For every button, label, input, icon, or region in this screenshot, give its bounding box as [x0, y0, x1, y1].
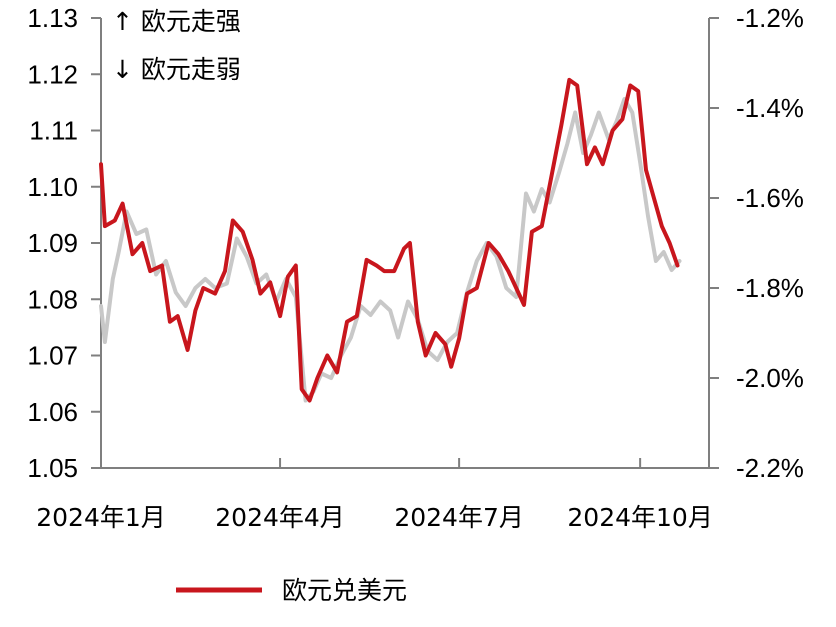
y-right-tick-label: -1.2%: [736, 3, 804, 33]
x-tick-marks: [100, 458, 642, 468]
y-right-tick-marks: [709, 17, 719, 469]
y-left-tick-label: 1.11: [29, 116, 78, 146]
y-left-tick-labels: 1.05 1.06 1.07 1.08 1.09 1.10 1.11 1.12 1.13: [27, 3, 78, 483]
y-left-tick-label: 1.10: [27, 172, 78, 202]
series-layer: [99, 77, 682, 403]
x-tick-label: 2024年7月: [394, 503, 524, 532]
y-left-tick-label: 1.09: [27, 228, 78, 258]
x-tick-label: 2024年1月: [36, 503, 166, 532]
y-left-tick-label: 1.06: [27, 397, 78, 427]
x-tick-labels: 2024年1月 2024年4月 2024年7月 2024年10月: [36, 503, 713, 532]
y-left-tick-marks: [91, 17, 101, 469]
y-left-tick-label: 1.13: [27, 3, 78, 33]
y-right-tick-label: -2.2%: [736, 453, 804, 483]
series-line-eurusd: [99, 77, 680, 403]
y-right-tick-label: -1.4%: [736, 93, 804, 123]
y-right-tick-label: -1.6%: [736, 183, 804, 213]
x-tick-label: 2024年10月: [567, 503, 712, 532]
legend: 欧元兑美元: [176, 576, 407, 605]
annotation-euro-weaker: ↓ 欧元走弱: [112, 55, 241, 84]
axes: [100, 18, 710, 469]
legend-label-eurusd: 欧元兑美元: [282, 576, 407, 605]
y-right-tick-labels: -2.2% -2.0% -1.8% -1.6% -1.4% -1.2%: [736, 3, 804, 483]
y-left-tick-label: 1.12: [27, 59, 78, 89]
y-left-tick-label: 1.05: [27, 453, 78, 483]
series-line-right-axis: [99, 97, 682, 403]
y-right-tick-label: -1.8%: [736, 273, 804, 303]
y-left-tick-label: 1.08: [27, 284, 78, 314]
y-right-tick-label: -2.0%: [736, 363, 804, 393]
annotation-euro-stronger: ↑ 欧元走强: [112, 7, 241, 36]
y-left-tick-label: 1.07: [27, 341, 78, 371]
x-tick-label: 2024年4月: [215, 503, 345, 532]
